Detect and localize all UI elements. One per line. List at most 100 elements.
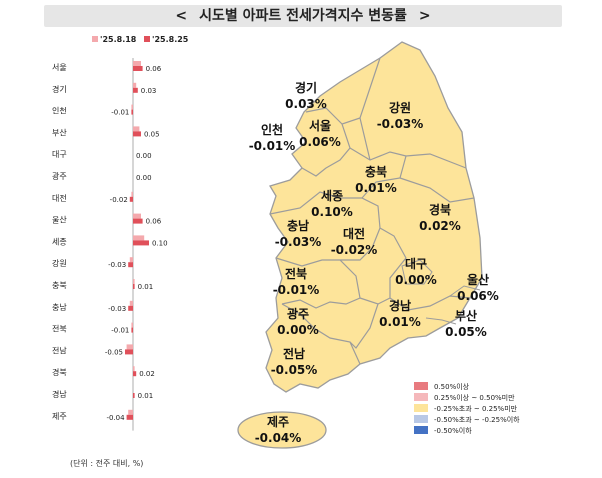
- bar-prev: [133, 82, 137, 88]
- bar-prev: [133, 61, 141, 66]
- category-label: 경남: [52, 389, 67, 399]
- map-label-value: 0.00%: [395, 273, 437, 287]
- map-legend-label: -0.50%이하: [434, 426, 472, 435]
- bar-curr: [125, 349, 133, 355]
- bar-curr: [131, 109, 133, 115]
- map-label-value: 0.02%: [419, 219, 461, 233]
- value-label: -0.01: [111, 109, 129, 117]
- map-label-value: -0.03%: [377, 117, 424, 131]
- value-label: -0.03: [108, 261, 126, 269]
- legend-swatch: [144, 36, 150, 42]
- map-legend-label: -0.25%초과 ~ 0.25%미만: [434, 404, 518, 413]
- bar-chart: '25.8.18 '25.8.25 서울 0.06 경기 0.03 인천 -0.01 부산 0.0…: [52, 35, 189, 431]
- map-legend-label: -0.50%초과 ~ -0.25%이하: [434, 415, 520, 424]
- region-borders: [269, 57, 475, 365]
- map-labels: 경기 0.03% 강원 -0.03% 인천 -0.01% 서울 0.06% 충북…: [249, 80, 499, 445]
- bar-curr: [133, 87, 138, 93]
- value-label: 0.10: [152, 239, 168, 247]
- unit-note: (단위 : 전주 대비, %): [70, 459, 144, 468]
- map-label-value: -0.02%: [331, 243, 378, 257]
- category-label: 울산: [52, 215, 67, 225]
- category-label: 강원: [52, 258, 67, 268]
- value-label: -0.01: [111, 327, 129, 335]
- bar-prev: [129, 300, 133, 306]
- value-label: -0.03: [108, 305, 126, 313]
- map-legend-label: 0.50%이상: [434, 382, 470, 391]
- map-legend-swatch: [414, 415, 428, 423]
- map-label-name: 광주: [287, 306, 309, 321]
- bar-prev: [131, 191, 133, 197]
- bar-prev: [133, 279, 135, 284]
- value-label: 0.00: [136, 152, 152, 160]
- bar-curr: [133, 371, 137, 377]
- legend-label: '25.8.18: [100, 35, 137, 44]
- value-label: 0.06: [146, 65, 162, 73]
- map-land: [237, 41, 483, 449]
- category-label: 대전: [52, 193, 67, 203]
- map-label-value: -0.05%: [271, 363, 318, 377]
- category-label: 제주: [52, 412, 67, 421]
- category-label: 전남: [52, 345, 67, 355]
- bar-prev: [129, 257, 133, 263]
- chart-title: 시도별 아파트 전세가격지수 변동률: [199, 8, 407, 24]
- map-label-value: -0.01%: [273, 283, 320, 297]
- map-label-name: 강원: [389, 101, 411, 115]
- category-label: 경기: [52, 84, 67, 94]
- chart-title-bar: < 시도별 아파트 전세가격지수 변동률 >: [44, 5, 562, 27]
- value-label: 0.01: [138, 283, 154, 291]
- bar-curr: [133, 131, 141, 137]
- map-legend-swatch: [414, 404, 428, 412]
- map-legend-swatch: [414, 393, 428, 401]
- category-label: 충남: [52, 303, 67, 312]
- bar-curr: [126, 414, 133, 420]
- bar-prev: [131, 104, 133, 110]
- map-label-value: 0.03%: [285, 97, 327, 111]
- mainland-shape: [265, 41, 483, 393]
- map-label-name: 경기: [295, 80, 317, 95]
- map-label-name: 세종: [321, 188, 343, 203]
- map-label-name: 서울: [309, 118, 331, 133]
- bar-prev: [131, 322, 133, 328]
- value-label: 0.02: [139, 370, 155, 378]
- chevron-right-icon: >: [418, 8, 431, 24]
- bar-prev: [133, 235, 145, 241]
- map-label-name: 대전: [343, 226, 365, 241]
- bar-curr: [129, 196, 133, 202]
- bar-prev: [126, 344, 133, 350]
- value-label: -0.04: [106, 414, 125, 422]
- bar-curr: [133, 218, 143, 224]
- legend-swatch: [92, 36, 98, 42]
- map-legend-swatch: [414, 426, 428, 434]
- map-label-name: 제주: [267, 415, 289, 429]
- map-label-name: 충남: [287, 218, 309, 233]
- map-label-value: 0.05%: [445, 325, 487, 339]
- bar-curr: [131, 327, 133, 333]
- legend-label: '25.8.25: [152, 35, 189, 44]
- value-label: -0.05: [105, 348, 123, 356]
- korea-map: 경기 0.03% 강원 -0.03% 인천 -0.01% 서울 0.06% 충북…: [237, 41, 520, 449]
- category-label: 인천: [52, 106, 67, 116]
- bar-prev: [133, 366, 135, 372]
- category-label: 부산: [52, 127, 67, 137]
- value-label: 0.06: [146, 218, 162, 226]
- map-label-value: -0.01%: [249, 139, 296, 153]
- bar-curr: [128, 305, 133, 311]
- category-label: 서울: [52, 63, 67, 72]
- map-label-value: -0.04%: [255, 431, 302, 445]
- map-legend-swatch: [414, 382, 428, 390]
- bar-curr: [133, 393, 135, 398]
- category-label: 광주: [52, 171, 67, 181]
- jeju-shape: [237, 411, 327, 449]
- map-label-name: 전북: [285, 266, 307, 281]
- map-label-name: 경북: [429, 203, 451, 217]
- map-label-name: 대구: [405, 257, 427, 271]
- category-label: 충북: [52, 281, 67, 290]
- map-label-name: 경남: [389, 298, 411, 313]
- map-label-name: 충북: [365, 164, 387, 179]
- map-label-name: 부산: [455, 308, 477, 323]
- map-label-value: 0.06%: [299, 135, 341, 149]
- value-label: 0.03: [141, 87, 157, 95]
- value-label: 0.00: [136, 174, 152, 182]
- map-label-value: 0.01%: [379, 315, 421, 329]
- bar-prev: [133, 213, 141, 219]
